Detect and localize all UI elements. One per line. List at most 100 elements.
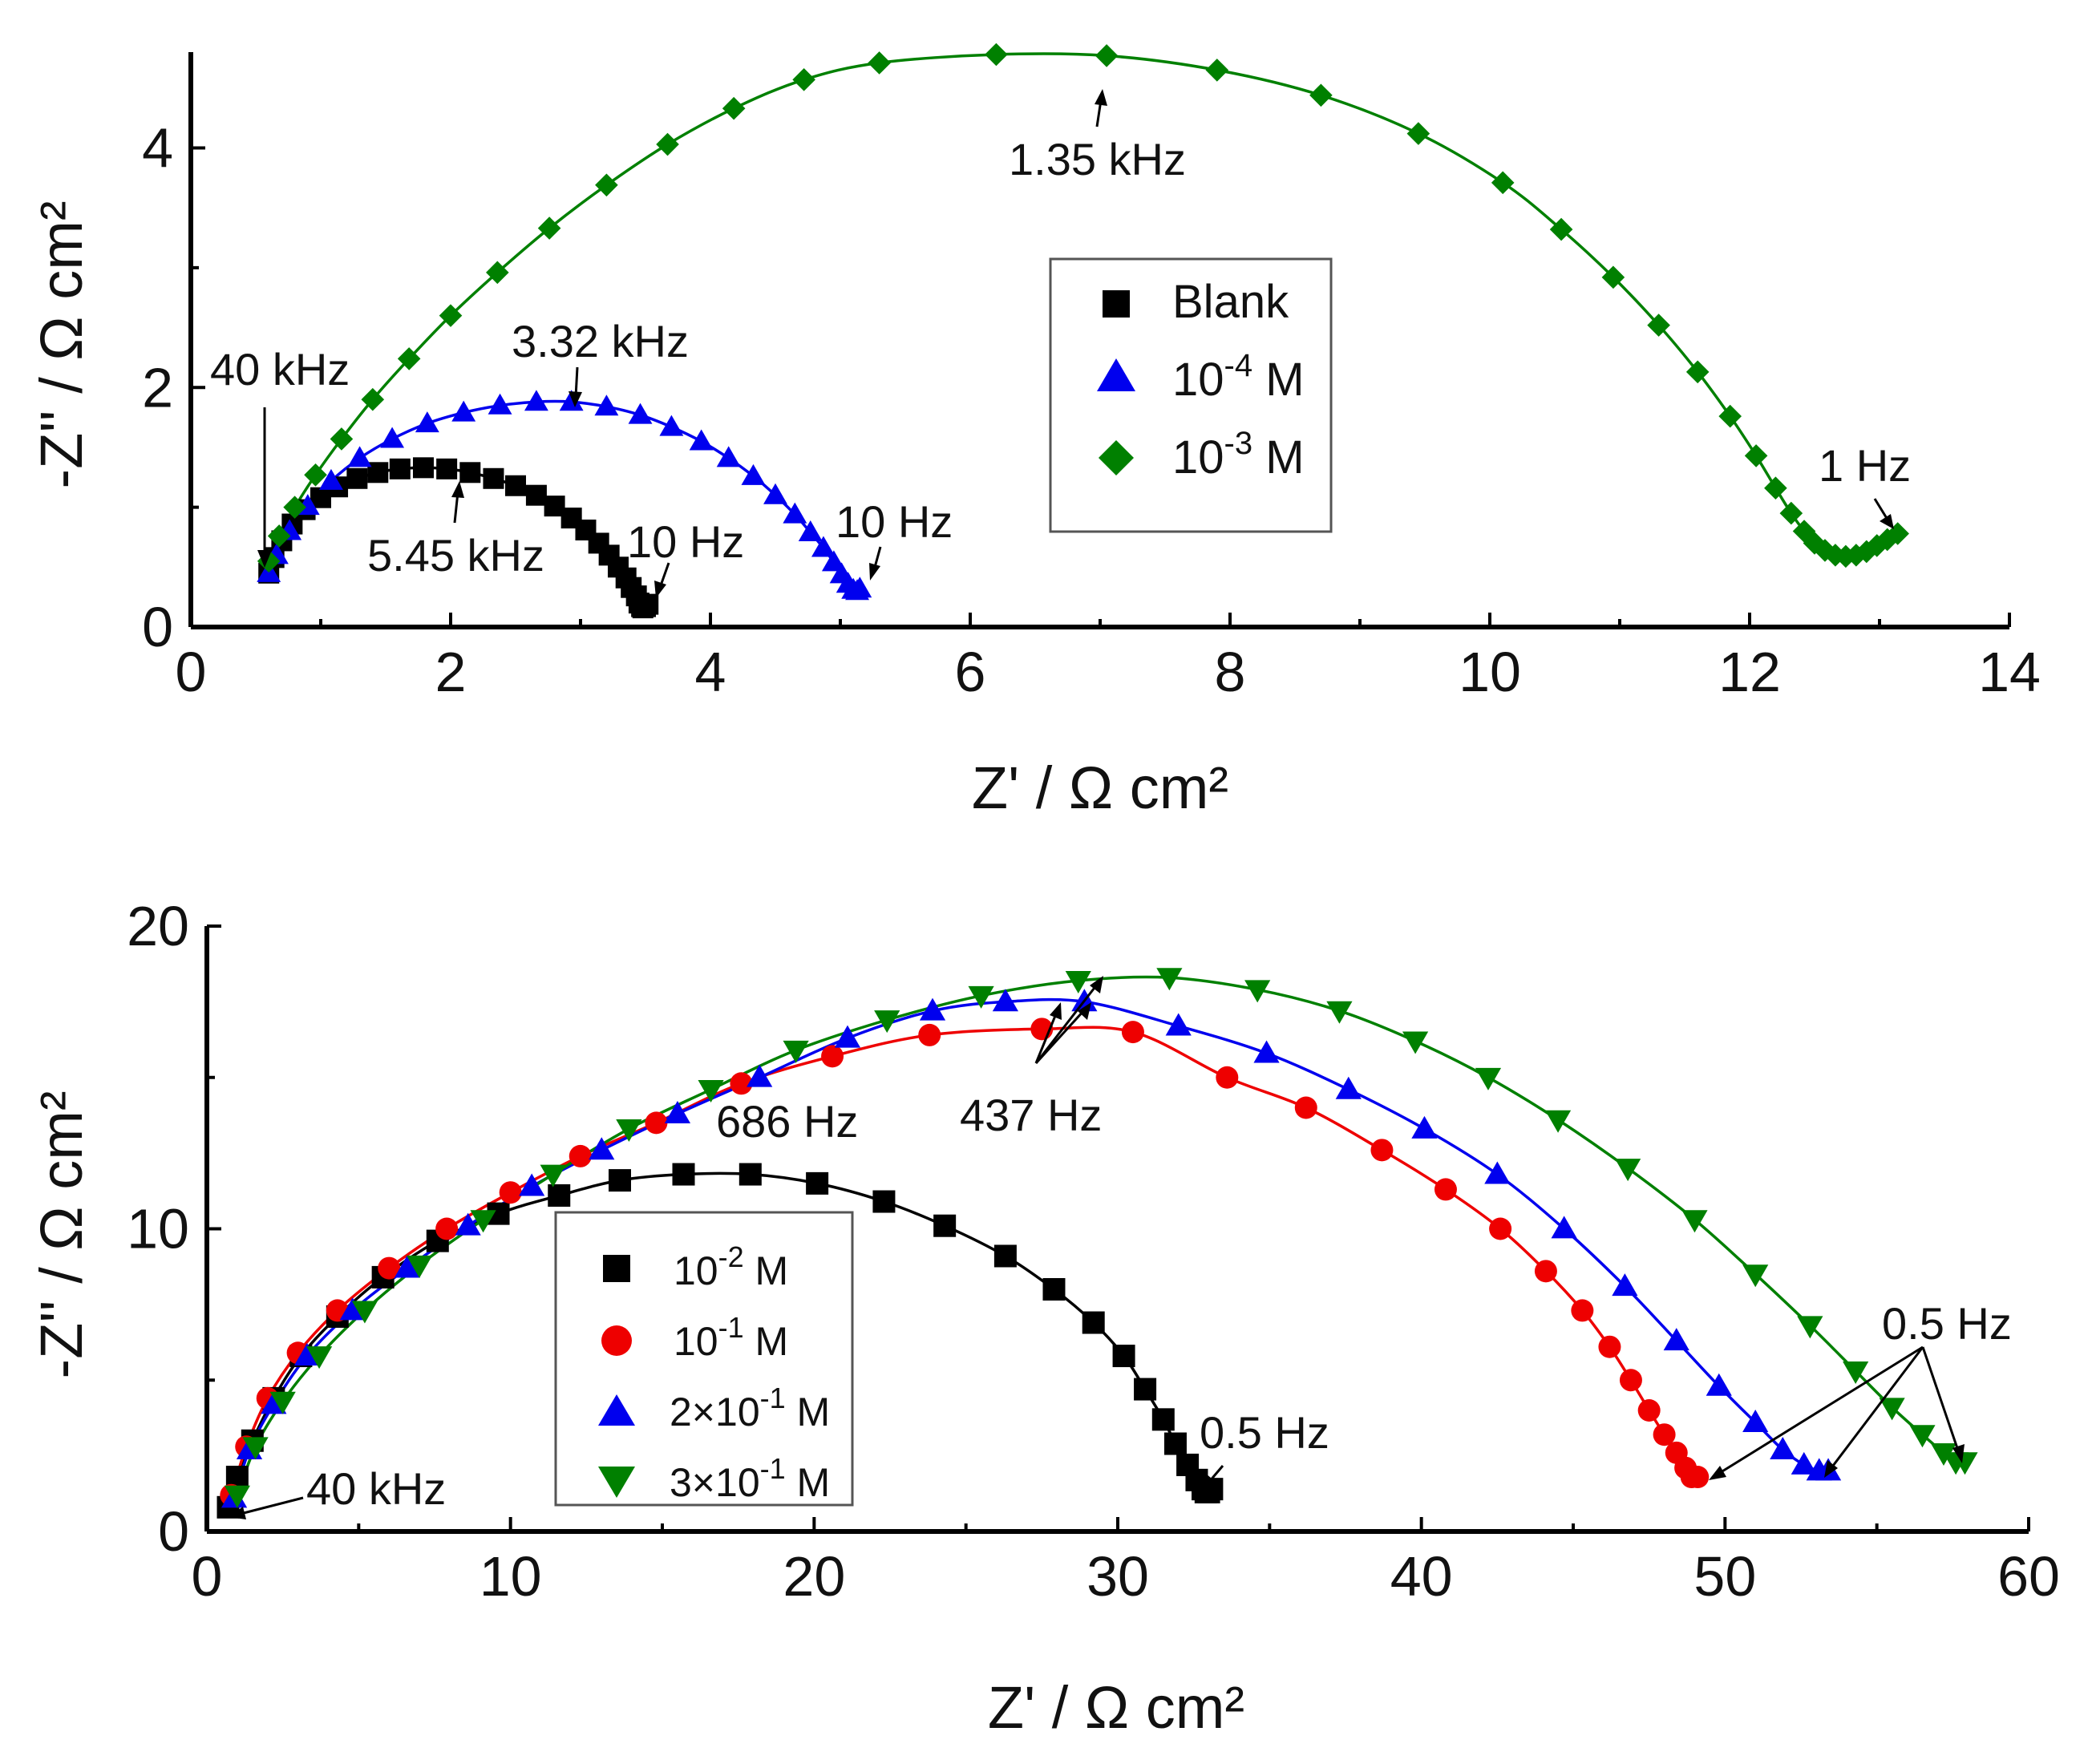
top-annotation-1-35khz-arrowhead bbox=[1095, 89, 1107, 106]
bottom-data-point-3-10-1-m bbox=[224, 1485, 250, 1508]
bottom-data-point-10-2-m bbox=[738, 1163, 762, 1186]
top-data-point-10-4-m bbox=[628, 403, 653, 424]
bottom-axis-ticks: 0 10 20 30 40 50 60 0 10 20 bbox=[127, 895, 2060, 1608]
bottom-annotation-437hz: 437 Hz bbox=[960, 976, 1103, 1140]
bottom-data-point-10-2-m bbox=[608, 1169, 631, 1192]
bottom-data-point-3-10-1-m bbox=[1156, 968, 1183, 991]
top-data-point-10-4-m bbox=[798, 520, 823, 542]
bottom-y-tick-label: 20 bbox=[127, 895, 189, 957]
top-x-tick-label: 8 bbox=[1215, 641, 1246, 703]
top-data-point-10-3-m bbox=[304, 463, 327, 487]
bottom-legend-entry-1e-2: 10-2 M bbox=[603, 1240, 788, 1293]
bottom-data-point-3-10-1-m bbox=[1544, 1110, 1572, 1133]
top-data-point-10-3-m bbox=[330, 427, 354, 451]
bottom-x-tick-label: 40 bbox=[1390, 1545, 1453, 1608]
bottom-data-point-3-10-1-m bbox=[1879, 1398, 1905, 1421]
top-legend-marker-1e-3 bbox=[1099, 440, 1134, 475]
bottom-data-point-10-1-m bbox=[1434, 1178, 1457, 1201]
top-data-point-10-3-m bbox=[1491, 171, 1515, 195]
bottom-annotation-686hz-label: 686 Hz bbox=[716, 1096, 858, 1147]
bottom-data-point-2-10-1-m bbox=[919, 997, 946, 1021]
top-x-tick-label: 4 bbox=[695, 641, 726, 703]
bottom-data-point-10-2-m bbox=[933, 1214, 957, 1237]
bottom-data-point-3-10-1-m bbox=[351, 1301, 378, 1324]
bottom-data-point-10-2-m bbox=[1082, 1311, 1105, 1334]
top-annotation-1hz-label: 1 Hz bbox=[1819, 440, 1911, 491]
top-annotation-10hz-blank-label: 10 Hz bbox=[627, 516, 744, 567]
top-legend-entry-1e-3: 10-3 M bbox=[1099, 426, 1305, 483]
bottom-annotation-40khz-arrowhead bbox=[229, 1507, 246, 1519]
top-x-tick-label: 0 bbox=[176, 641, 207, 703]
top-data-point-10-3-m bbox=[1406, 122, 1430, 145]
top-data-point-10-4-m bbox=[783, 502, 807, 524]
top-annotation-10hz-1e-4-arrowhead bbox=[869, 563, 880, 581]
bottom-data-point-10-2-m bbox=[672, 1163, 695, 1186]
bottom-data-point-10-1-m bbox=[1370, 1139, 1394, 1162]
bottom-data-point-10-1-m bbox=[569, 1144, 592, 1167]
top-data-point-10-3-m bbox=[1764, 476, 1787, 500]
bottom-x-tick-label: 50 bbox=[1693, 1545, 1756, 1608]
top-data-point-10-3-m bbox=[722, 96, 746, 120]
bottom-data-point-10-1-m bbox=[1637, 1399, 1661, 1422]
bottom-data-point-2-10-1-m bbox=[1551, 1216, 1577, 1239]
top-data-point-10-3-m bbox=[1744, 444, 1768, 467]
top-data-point-10-4-m bbox=[594, 394, 619, 416]
top-data-point-blank bbox=[637, 593, 659, 615]
top-data-point-10-3-m bbox=[656, 132, 679, 156]
top-x-axis-title: Z' / Ω cm² bbox=[972, 755, 1228, 821]
top-data-point-10-4-m bbox=[559, 390, 584, 411]
bottom-data-point-2-10-1-m bbox=[834, 1025, 861, 1048]
bottom-legend-label-2e-1: 2×10-1 M bbox=[670, 1382, 830, 1434]
top-legend-box bbox=[1049, 257, 1333, 533]
top-annotation-1hz-arrowhead bbox=[1880, 514, 1894, 529]
bottom-annotation-437hz-label: 437 Hz bbox=[960, 1090, 1102, 1140]
top-data-point-10-4-m bbox=[488, 393, 512, 415]
bottom-data-point-3-10-1-m bbox=[616, 1119, 642, 1143]
top-legend-marker-blank bbox=[1103, 290, 1130, 318]
bottom-data-point-10-2-m bbox=[1163, 1432, 1187, 1455]
bottom-legend-entry-3e-1: 3×10-1 M bbox=[598, 1452, 830, 1505]
bottom-data-point-2-10-1-m bbox=[1663, 1328, 1689, 1351]
bottom-data-point-10-1-m bbox=[499, 1181, 522, 1204]
top-data-point-blank bbox=[412, 457, 434, 479]
bottom-annotation-0-5hz-arrow-2 bbox=[1829, 1346, 1924, 1470]
bottom-x-tick-label: 0 bbox=[192, 1545, 223, 1608]
bottom-data-point-3-10-1-m bbox=[306, 1346, 333, 1370]
top-y-axis-title: -Z'' / Ω cm² bbox=[28, 201, 95, 489]
bottom-x-tick-label: 10 bbox=[480, 1545, 542, 1608]
bottom-annotation-40khz: 40 kHz bbox=[229, 1463, 446, 1519]
top-data-point-blank bbox=[459, 462, 481, 483]
top-legend-label-blank: Blank bbox=[1172, 276, 1289, 328]
bottom-data-point-10-1-m bbox=[1121, 1021, 1144, 1044]
bottom-data-point-2-10-1-m bbox=[519, 1173, 545, 1196]
bottom-x-tick-label: 60 bbox=[1997, 1545, 2060, 1608]
top-annotation-40khz-label: 40 kHz bbox=[210, 344, 350, 394]
bottom-data-point-10-2-m bbox=[1042, 1278, 1066, 1301]
bottom-data-point-10-2-m bbox=[548, 1183, 571, 1207]
bottom-data-point-3-10-1-m bbox=[540, 1164, 566, 1187]
bottom-data-point-10-1-m bbox=[1619, 1369, 1642, 1392]
top-annotation-10hz-blank: 10 Hz bbox=[627, 516, 744, 598]
bottom-annotation-0-5hz-1e-2-arrowhead bbox=[1202, 1474, 1216, 1491]
bottom-x-tick-label: 30 bbox=[1086, 1545, 1149, 1608]
top-data-point-10-3-m bbox=[397, 347, 421, 370]
bottom-data-point-10-1-m bbox=[1598, 1335, 1621, 1358]
top-x-tick-label: 10 bbox=[1459, 641, 1521, 703]
bottom-annotation-437hz-arrow-3 bbox=[1034, 984, 1099, 1064]
top-data-point-10-3-m bbox=[1205, 59, 1229, 82]
top-legend-label-1e-3: 10-3 M bbox=[1172, 426, 1305, 483]
top-annotation-5-45khz-arrowhead bbox=[451, 481, 464, 498]
top-y-tick-label: 2 bbox=[142, 356, 173, 419]
top-data-point-blank bbox=[389, 458, 411, 479]
top-data-point-blank bbox=[346, 467, 368, 489]
bottom-legend-label-1e-2: 10-2 M bbox=[674, 1240, 788, 1293]
top-legend: Blank 10-4 M 10-3 M bbox=[1049, 257, 1333, 533]
bottom-data-point-10-1-m bbox=[1653, 1423, 1676, 1446]
top-legend-marker-1e-4 bbox=[1097, 358, 1135, 391]
top-data-point-10-3-m bbox=[361, 387, 385, 411]
bottom-data-point-2-10-1-m bbox=[1770, 1436, 1796, 1459]
bottom-data-point-2-10-1-m bbox=[293, 1342, 321, 1365]
bottom-legend-marker-3e-1 bbox=[598, 1467, 635, 1498]
bottom-data-point-10-1-m bbox=[435, 1217, 459, 1240]
bottom-data-point-10-1-m bbox=[821, 1045, 844, 1068]
